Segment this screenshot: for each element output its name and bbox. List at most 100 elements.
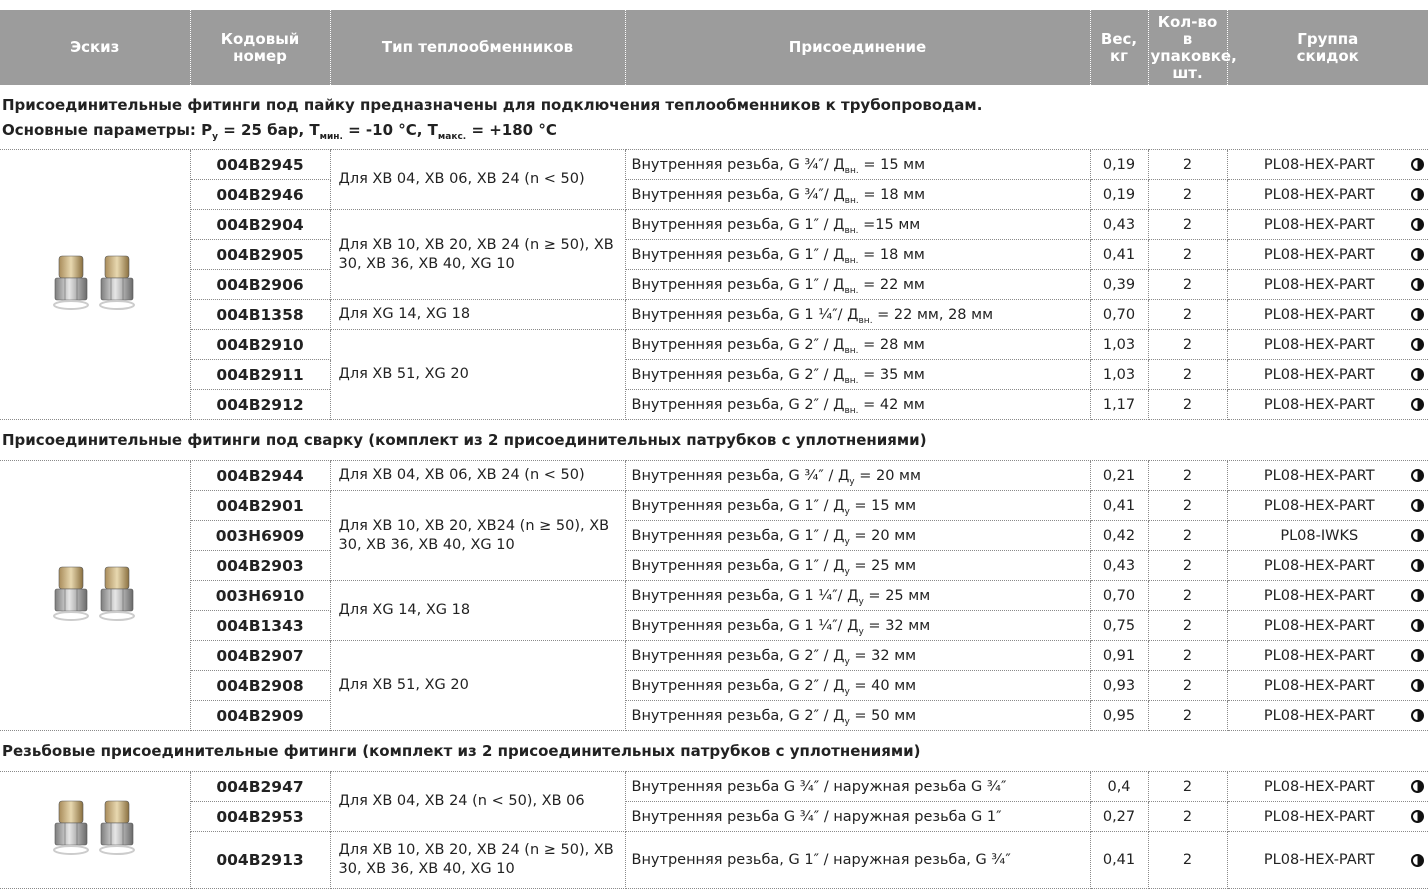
discount-group-cell: PL08-HEX-PART: [1226, 359, 1428, 390]
exchanger-type: Для XB 10, XB 20, XB24 (n ≥ 50), XB 30, …: [329, 490, 626, 581]
discount-group-wrap: PL08-HEX-PART: [1232, 497, 1424, 514]
discount-group: PL08-HEX-PART: [1263, 497, 1375, 514]
header-text: Тип теплообменников: [381, 38, 574, 56]
quantity: 2: [1147, 269, 1228, 300]
connection: Внутренняя резьба, G ¾″/ Двн. = 15 мм: [624, 149, 1091, 180]
image-cell: [0, 149, 191, 420]
discount-group: PL08-HEX-PART: [1263, 396, 1375, 413]
text-part: = +180 °C: [466, 121, 557, 139]
item-row: 004B2903 Внутренняя резьба, G 1″ / Ду = 2…: [0, 550, 1428, 581]
half-circle-icon: [1411, 188, 1424, 201]
subscript: у: [844, 686, 850, 697]
discount-group: PL08-HEX-PART: [1263, 366, 1375, 383]
text-part: Внутренняя резьба, G 1″ / наружная резьб…: [631, 852, 1011, 868]
discount-group-wrap: PL08-HEX-PART: [1232, 277, 1424, 293]
discount-group-wrap: PL08-HEX-PART: [1232, 468, 1424, 484]
code: 004B2903: [189, 550, 331, 581]
discount-group-wrap: PL08-HEX-PART: [1232, 558, 1424, 574]
weight: 0,91: [1089, 640, 1149, 671]
discount-group-cell: PL08-HEX-PART: [1226, 460, 1428, 491]
section-title-row: Присоединительные фитинги под сварку (ко…: [0, 419, 1428, 461]
discount-group-wrap: PL08-HEX-PART: [1232, 366, 1424, 383]
code: 004B2945: [189, 149, 331, 180]
discount-group: PL08-HEX-PART: [1263, 336, 1375, 353]
discount-group-cell: PL08-HEX-PART: [1226, 550, 1428, 581]
text-part: Присоединительные фитинги под сварку (ко…: [2, 431, 927, 449]
item-row: 004B2947 Для XB 04, XB 24 (n < 50), XB 06…: [0, 771, 1428, 889]
subscript: вн.: [844, 225, 859, 236]
text-part: Присоединительные фитинги под пайку пред…: [2, 96, 983, 114]
weight: 0,95: [1089, 700, 1149, 731]
half-circle-icon: [1411, 338, 1424, 351]
discount-group-wrap: PL08-HEX-PART: [1232, 618, 1424, 634]
weight: 1,17: [1089, 389, 1149, 420]
discount-group-cell: PL08-HEX-PART: [1226, 610, 1428, 641]
quantity: 2: [1147, 520, 1228, 551]
header-cell: Тип теплообменников: [329, 10, 625, 85]
item-row: 004B2953 Внутренняя резьба G ¾″ / наружна…: [0, 801, 1428, 832]
title-line: Присоединительные фитинги под сварку (ко…: [2, 428, 1424, 453]
code: 004B2910: [189, 329, 331, 360]
section-title: Присоединительные фитинги под пайку пред…: [0, 85, 1428, 150]
quantity: 2: [1147, 490, 1228, 521]
text-part: = 28 мм: [858, 336, 925, 353]
discount-group-cell: PL08-HEX-PART: [1226, 670, 1428, 701]
text-part: Внутренняя резьба, G 1 ¼″/ Д: [631, 617, 859, 634]
header-text: номер: [233, 46, 287, 65]
discount-group-wrap: PL08-IWKS: [1232, 528, 1424, 544]
discount-group-wrap: PL08-HEX-PART: [1232, 779, 1424, 795]
item-row: 004B2913 Для XB 10, XB 20, XB 24 (n ≥ 50)…: [0, 831, 1428, 889]
quantity: 2: [1147, 771, 1228, 802]
header-text: скидок: [1296, 46, 1359, 65]
discount-group-wrap: PL08-HEX-PART: [1232, 648, 1424, 664]
discount-group-cell: PL08-HEX-PART: [1226, 801, 1428, 832]
title-line: Присоединительные фитинги под пайку пред…: [2, 93, 1424, 118]
text-part: = 22 мм, 28 мм: [872, 306, 994, 323]
header-text: Присоединение: [788, 38, 927, 56]
text-part: = 25 мм: [849, 557, 917, 574]
weight: 0,27: [1089, 801, 1149, 832]
code: 004B2905: [189, 239, 331, 270]
discount-group-wrap: PL08-HEX-PART: [1232, 187, 1424, 203]
half-circle-icon: [1411, 559, 1424, 572]
discount-group-cell: PL08-HEX-PART: [1226, 771, 1428, 802]
exchanger-type: Для XG 14, XG 18: [329, 580, 626, 641]
text-part: Резьбовые присоединительные фитинги (ком…: [2, 742, 921, 760]
text-part: = 40 мм: [849, 677, 917, 694]
subscript: вн.: [844, 345, 859, 356]
discount-group-cell: PL08-IWKS: [1226, 520, 1428, 551]
code: 004B2901: [189, 490, 331, 521]
weight: 0,70: [1089, 299, 1149, 330]
item-row: 004B2901 Для XB 10, XB 20, XB24 (n ≥ 50),…: [0, 490, 1428, 581]
subscript: мин.: [319, 132, 343, 142]
quantity: 2: [1147, 700, 1228, 731]
text-part: = 32 мм: [863, 617, 931, 634]
connection: Внутренняя резьба, G 2″ / Двн. = 35 мм: [624, 359, 1091, 390]
header-text: Эскиз: [70, 38, 120, 56]
weight: 0,39: [1089, 269, 1149, 300]
discount-group: PL08-HEX-PART: [1263, 587, 1375, 604]
discount-group-wrap: PL08-HEX-PART: [1232, 852, 1424, 868]
item-row: 004B2907 Для XB 51, XG 20 Внутренняя резьб…: [0, 640, 1428, 731]
discount-group: PL08-HEX-PART: [1263, 156, 1375, 173]
text-part: = 25 мм: [863, 587, 931, 604]
item-row: 004B2945 Для XB 04, XB 06, XB 24 (n < 50)…: [0, 149, 1428, 420]
code: 004B2912: [189, 389, 331, 420]
text-part: Внутренняя резьба, G 1″ / Д: [631, 246, 845, 263]
half-circle-icon: [1411, 853, 1424, 867]
discount-group-wrap: PL08-HEX-PART: [1232, 336, 1424, 353]
exchanger-type: Для XB 10, XB 20, XB 24 (n ≥ 50), XB 30,…: [329, 831, 626, 889]
text-part: Внутренняя резьба G ¾″ / наружная резьба…: [631, 778, 1007, 795]
discount-group-cell: PL08-HEX-PART: [1226, 700, 1428, 731]
weight: 0,75: [1089, 610, 1149, 641]
text-part: Внутренняя резьба, G 1 ¼″/ Д: [631, 306, 859, 323]
weight: 0,21: [1089, 460, 1149, 491]
weight: 0,43: [1089, 550, 1149, 581]
item-row: 004B2910 Для XB 51, XG 20 Внутренняя резьб…: [0, 329, 1428, 420]
discount-group: PL08-HEX-PART: [1263, 216, 1375, 233]
text-part: Внутренняя резьба, G 1″ / Д: [631, 216, 845, 233]
quantity: 2: [1147, 239, 1228, 270]
connection: Внутренняя резьба, G 2″ / Двн. = 42 мм: [624, 389, 1091, 420]
weight: 0,70: [1089, 580, 1149, 611]
header-text: Группа: [1297, 29, 1359, 48]
